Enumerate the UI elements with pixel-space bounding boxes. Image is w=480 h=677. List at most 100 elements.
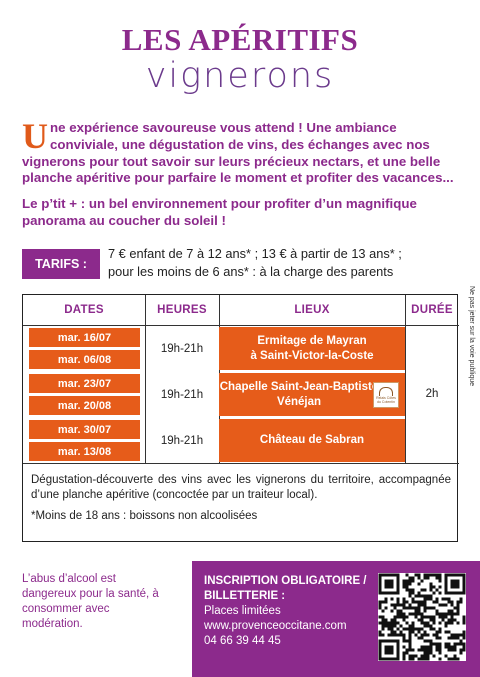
qr-module <box>456 636 460 640</box>
qr-module <box>405 651 409 655</box>
alcohol-warning: L’abus d’alcool est dangereux pour la sa… <box>22 573 159 630</box>
qr-module <box>429 615 433 619</box>
qr-module <box>402 639 406 643</box>
header-lieux: LIEUX <box>294 304 330 316</box>
qr-module <box>390 624 394 628</box>
qr-module <box>426 654 430 658</box>
qr-module <box>396 597 400 601</box>
date-cell: mar. 30/07 <box>29 420 140 439</box>
qr-module <box>408 657 412 661</box>
qr-module <box>450 636 454 640</box>
qr-module <box>414 654 418 658</box>
qr-module <box>453 633 457 637</box>
qr-module <box>444 642 448 646</box>
qr-module <box>420 648 424 652</box>
qr-module <box>417 648 421 652</box>
qr-module <box>438 573 442 577</box>
qr-module <box>444 597 448 601</box>
qr-module <box>462 642 466 646</box>
qr-module <box>423 615 427 619</box>
minors-note: *Moins de 18 ans : boissons non alcoolis… <box>31 510 258 522</box>
qr-module <box>390 609 394 613</box>
side-note: Ne pas jeter sur la voie publique <box>464 286 475 405</box>
qr-module <box>378 606 382 610</box>
qr-module <box>447 600 451 604</box>
qr-module <box>438 615 442 619</box>
qr-module <box>462 621 466 625</box>
qr-module <box>441 603 445 607</box>
qr-module <box>450 645 454 649</box>
qr-module <box>381 600 385 604</box>
qr-module <box>411 654 415 658</box>
qr-module <box>423 621 427 625</box>
qr-module <box>378 630 382 634</box>
qr-module <box>447 645 451 649</box>
qr-module <box>420 603 424 607</box>
qr-module <box>459 639 463 643</box>
qr-module <box>462 648 466 652</box>
website-link[interactable]: www.provenceoccitane.com <box>204 620 347 632</box>
qr-module <box>453 648 457 652</box>
qr-module <box>432 633 436 637</box>
qr-module <box>453 645 457 649</box>
qr-module <box>432 618 436 622</box>
qr-module <box>435 630 439 634</box>
qr-module <box>411 579 415 583</box>
qr-module <box>399 630 403 634</box>
qr-module <box>396 600 400 604</box>
qr-module <box>462 633 466 637</box>
qr-module <box>423 654 427 658</box>
qr-module <box>429 582 433 586</box>
qr-module <box>426 606 430 610</box>
qr-module <box>453 612 457 616</box>
qr-module <box>450 615 454 619</box>
qr-module <box>453 606 457 610</box>
qr-module <box>408 582 412 586</box>
qr-module <box>447 636 451 640</box>
qr-module <box>405 588 409 592</box>
qr-module <box>426 657 430 661</box>
qr-module <box>411 657 415 661</box>
qr-module <box>438 627 442 631</box>
qr-module <box>405 627 409 631</box>
qr-module <box>438 591 442 595</box>
qr-module <box>438 630 442 634</box>
qr-module <box>438 603 442 607</box>
qr-module <box>408 645 412 649</box>
qr-module <box>423 624 427 628</box>
qr-module <box>426 621 430 625</box>
qr-module <box>426 633 430 637</box>
grid-line <box>145 295 146 463</box>
qr-module <box>405 648 409 652</box>
qr-module <box>384 624 388 628</box>
qr-module <box>399 612 403 616</box>
qr-module <box>408 576 412 580</box>
qr-module <box>381 633 385 637</box>
qr-module <box>432 591 436 595</box>
qr-module <box>453 657 457 661</box>
qr-module <box>438 636 442 640</box>
qr-module <box>447 642 451 646</box>
qr-module <box>444 603 448 607</box>
qr-module <box>447 612 451 616</box>
tarifs-label: TARIFS : <box>22 249 100 279</box>
qr-module <box>402 633 406 637</box>
qr-module <box>447 648 451 652</box>
qr-module <box>456 600 460 604</box>
title-line-1: LES APÉRITIFS <box>121 22 359 57</box>
qr-module <box>423 648 427 652</box>
qr-module <box>420 621 424 625</box>
lieu-cell: Ermitage de Mayran à Saint-Victor-la-Cos… <box>219 327 405 370</box>
qr-module <box>432 585 436 589</box>
qr-module <box>408 633 412 637</box>
qr-module <box>408 630 412 634</box>
qr-module <box>441 615 445 619</box>
qr-module <box>381 621 385 625</box>
qr-module <box>408 639 412 643</box>
qr-module <box>384 579 394 589</box>
qr-module <box>450 621 454 625</box>
qr-module <box>429 651 433 655</box>
qr-code-icon[interactable] <box>378 573 466 661</box>
qr-module <box>417 576 421 580</box>
qr-module <box>423 573 427 577</box>
